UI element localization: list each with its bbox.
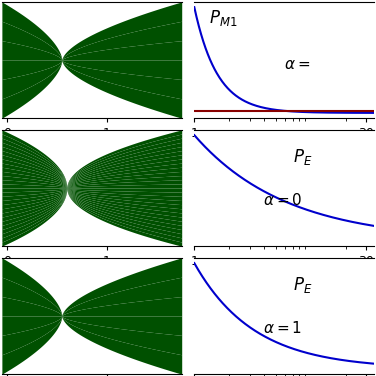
Text: $P_E$: $P_E$ — [293, 147, 312, 167]
Text: $\alpha = 0$: $\alpha = 0$ — [262, 193, 302, 208]
Text: $P_E$: $P_E$ — [293, 275, 312, 296]
Text: $\alpha = 1$: $\alpha = 1$ — [262, 320, 302, 337]
Text: $\alpha = $: $\alpha = $ — [284, 58, 310, 72]
Text: $P_{M1}$: $P_{M1}$ — [209, 8, 237, 28]
